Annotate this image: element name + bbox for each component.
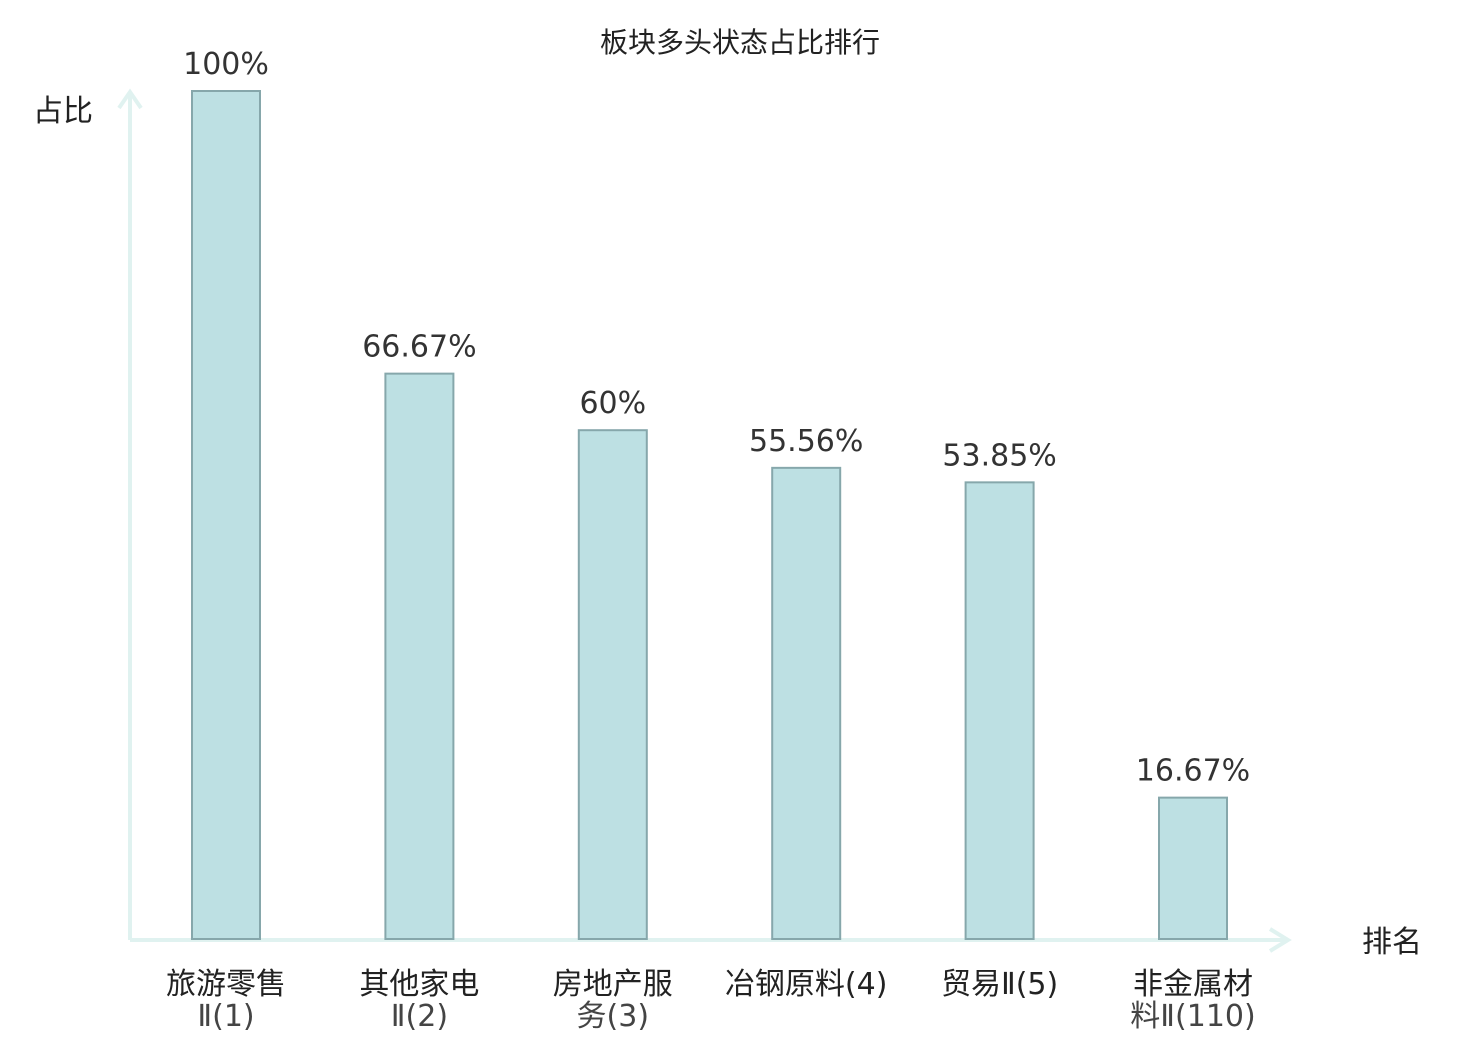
value-label: 60% <box>579 386 646 421</box>
value-label: 66.67% <box>362 330 476 365</box>
value-labels-group: 100% 66.67% 60% 55.56% 53.85% 16.67% <box>183 47 1250 789</box>
value-label: 16.67% <box>1136 754 1250 789</box>
category-label: 旅游零售 <box>166 967 286 1002</box>
bar <box>577 429 648 940</box>
category-label-line2: 务(3) <box>577 999 650 1034</box>
category-label: 其他家电 <box>359 967 479 1002</box>
bar <box>384 372 455 940</box>
x-axis-label: 排名 <box>1362 925 1422 960</box>
bars-group <box>191 90 1228 941</box>
category-label: 冶钢原料(4) <box>725 967 888 1002</box>
category-label-line2: 料Ⅱ(110) <box>1130 999 1255 1034</box>
x-axis <box>130 927 1292 953</box>
y-axis <box>117 88 143 940</box>
bar <box>771 466 842 940</box>
bar <box>191 90 261 940</box>
category-label: 贸易Ⅱ(5) <box>941 967 1058 1002</box>
category-label: 房地产服 <box>553 967 673 1002</box>
bar <box>964 481 1035 940</box>
bar <box>1158 796 1228 941</box>
y-axis-label: 占比 <box>33 94 93 129</box>
chart-title: 板块多头状态占比排行 <box>600 26 880 59</box>
category-label-line2: Ⅱ(1) <box>197 999 254 1034</box>
value-label: 55.56% <box>749 424 863 459</box>
category-label-line2: Ⅱ(2) <box>391 999 448 1034</box>
category-label: 非金属材 <box>1133 967 1253 1002</box>
value-label: 100% <box>183 47 269 82</box>
value-label: 53.85% <box>942 438 1056 473</box>
